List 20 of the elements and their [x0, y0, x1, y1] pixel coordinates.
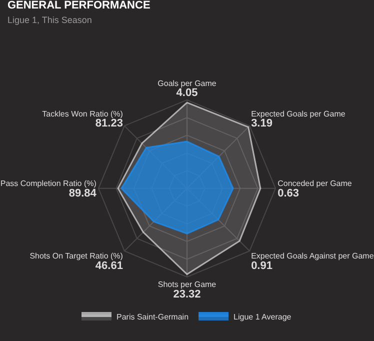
legend-label: Ligue 1 Average [234, 312, 292, 322]
chart-title: GENERAL PERFORMANCE [7, 0, 150, 12]
spoke-label: Shots per Game [158, 280, 217, 290]
spoke-label: Expected Goals per Game [251, 109, 346, 118]
spoke-label: Tackles Won Ratio (%) [42, 109, 124, 118]
text: 23.32 [173, 288, 201, 300]
spoke-label: Goals per Game [158, 78, 217, 88]
legend-label: Paris Saint-Germain [116, 312, 189, 322]
chart-subtitle: Ligue 1, This Season [7, 14, 92, 25]
text: 0.63 [278, 187, 300, 200]
spoke-label: Pass Completion Ratio (%) [0, 179, 97, 188]
text: 81.23 [95, 118, 123, 130]
text: 3.19 [251, 118, 272, 130]
spoke-label: Conceded per Game [278, 179, 352, 188]
text: 46.61 [95, 260, 123, 272]
text: 0.91 [251, 260, 272, 272]
text: 4.05 [176, 87, 198, 100]
spoke-label: Expected Goals Against per Game [251, 252, 374, 261]
spoke-label: Shots On Target Ratio (%) [30, 252, 124, 261]
text: 89.84 [68, 187, 98, 200]
